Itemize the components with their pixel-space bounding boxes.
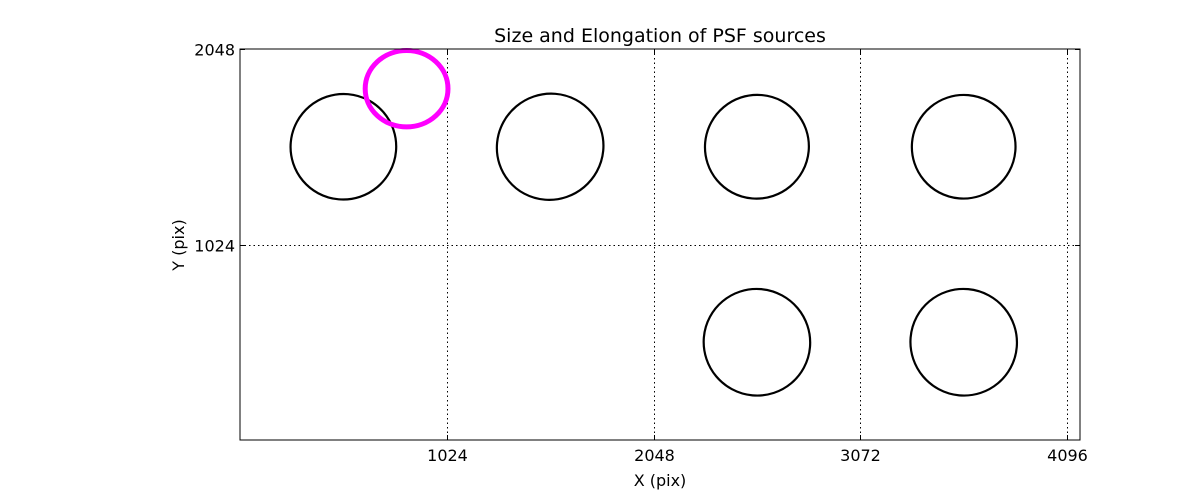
psf-ellipse	[910, 93, 1017, 200]
y-tick-label: 1024	[194, 237, 235, 256]
grid	[240, 49, 1080, 440]
chart-title: Size and Elongation of PSF sources	[494, 25, 826, 47]
psf-ellipse	[289, 92, 398, 201]
y-tick-label: 2048	[194, 41, 235, 60]
x-tick-label: 2048	[634, 446, 675, 465]
y-axis-label: Y (pix)	[169, 219, 188, 271]
psf-ellipse	[702, 287, 812, 397]
psf-ellipse	[703, 93, 810, 200]
y-axis-ticks: 1024 2048	[194, 41, 1080, 256]
psf-ellipse	[909, 287, 1019, 397]
plot-frame	[239, 48, 1081, 441]
x-tick-label: 4096	[1047, 446, 1088, 465]
x-tick-label: 3072	[840, 446, 881, 465]
x-axis-label: X (pix)	[634, 471, 687, 490]
x-tick-label: 1024	[427, 446, 468, 465]
psf-ellipse-highlight	[362, 48, 451, 130]
psf-ellipse	[495, 92, 605, 201]
psf-ellipses	[289, 48, 1019, 397]
x-axis-ticks: 1024 2048 3072 4096	[427, 49, 1088, 465]
